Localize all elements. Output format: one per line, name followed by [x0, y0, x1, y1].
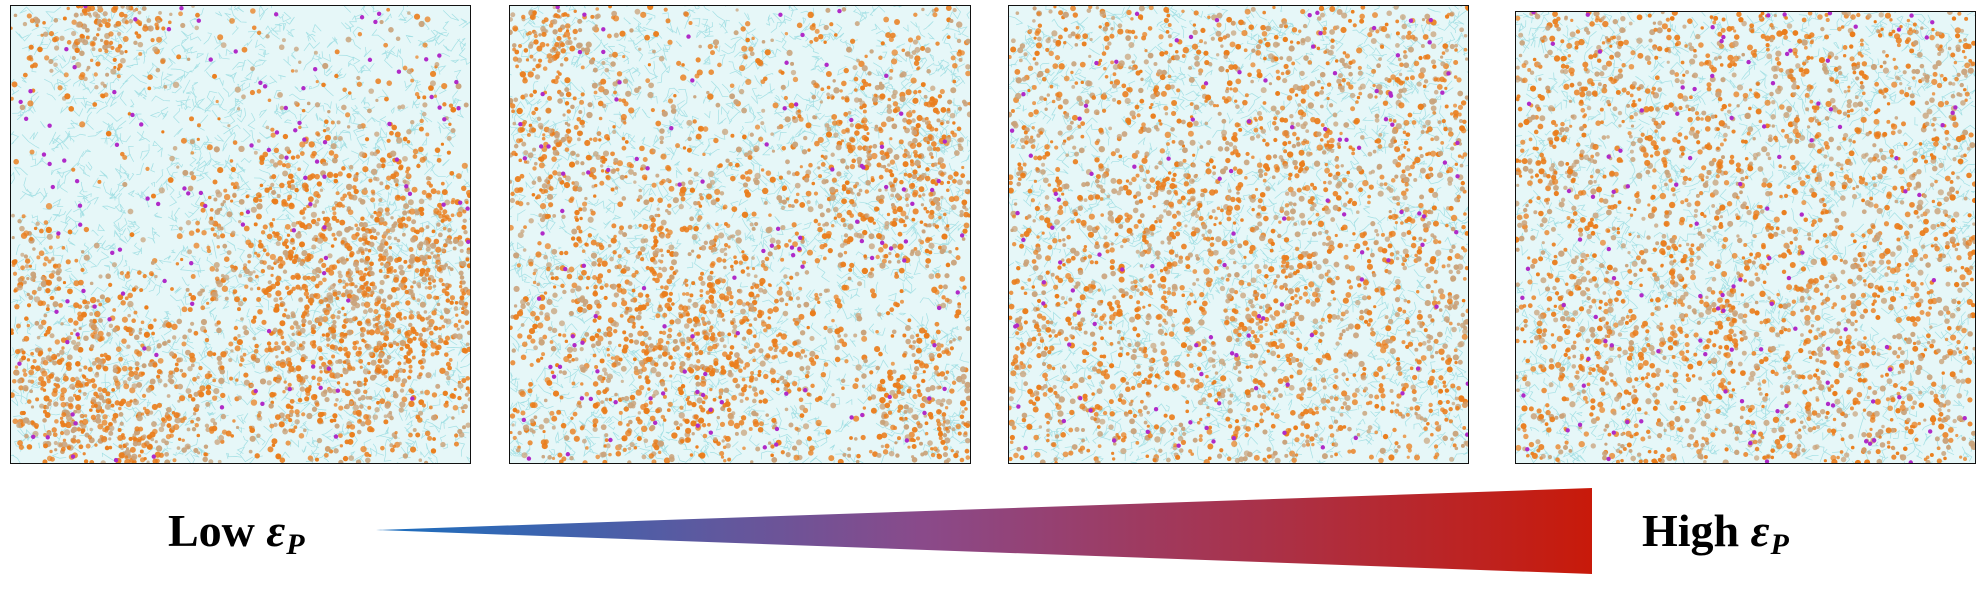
gradient-wedge	[376, 488, 1592, 574]
polymer-beads	[1009, 6, 1468, 463]
molecular-snapshot-4	[1516, 12, 1975, 463]
low-epsilon-label: Low εP	[168, 505, 305, 561]
high-epsilon-label: High εP	[1642, 505, 1789, 561]
snapshot-panel-2	[509, 5, 971, 464]
snapshot-panel-4	[1515, 11, 1976, 464]
snapshot-panel-3	[1008, 5, 1469, 464]
molecular-snapshot-3	[1009, 6, 1468, 463]
polymer-beads	[510, 6, 970, 463]
ion-beads	[1520, 12, 1967, 463]
ion-beads	[17, 6, 470, 463]
molecular-snapshot-1	[11, 6, 470, 463]
polymer-beads	[1516, 12, 1975, 463]
ion-beads	[1009, 10, 1468, 451]
ion-beads	[518, 6, 965, 461]
molecular-snapshot-2	[510, 6, 970, 463]
snapshot-panel-1	[10, 5, 471, 464]
polymer-beads	[11, 6, 470, 463]
